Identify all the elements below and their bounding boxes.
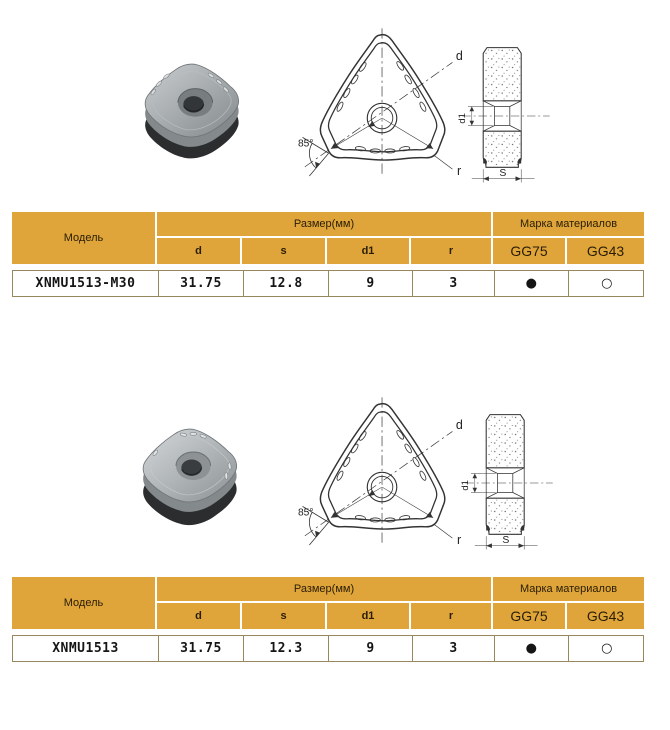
spec-table: Модель Размер(мм) Марка материалов d s d…: [12, 212, 644, 297]
bore-section-lines: [482, 100, 522, 132]
spec-table-header: Модель Размер(мм) Марка материалов d s d…: [12, 577, 644, 629]
header-col-gg75: GG75: [493, 603, 567, 629]
d1-label: d1: [457, 113, 468, 124]
chip-breaker-dimples: [336, 61, 427, 154]
front-view-drawing: d r 85°: [298, 28, 463, 178]
s-label: S: [499, 168, 506, 179]
header-size: Размер(мм): [157, 212, 493, 238]
header-brand: Марка материалов: [493, 212, 644, 238]
product-section-2: d r 85°: [0, 365, 670, 730]
header-col-r: r: [411, 603, 493, 629]
header-col-gg43: GG43: [567, 238, 644, 264]
cell-d1: 9: [328, 636, 412, 661]
cell-model: XNMU1513: [52, 641, 119, 656]
r-label: r: [457, 533, 461, 547]
bottom-block: [485, 497, 525, 535]
cell-model: XNMU1513-M30: [35, 276, 136, 291]
r-leader-line: [434, 524, 453, 539]
insert-edge-line: [152, 70, 232, 131]
table-row: XNMU1513-M30 31.75 12.8 9 3 ● ○: [12, 270, 644, 297]
header-col-gg43: GG43: [567, 603, 644, 629]
header-col-d: d: [157, 603, 242, 629]
header-model: Модель: [12, 577, 157, 629]
header-col-s: s: [242, 603, 327, 629]
top-block: [485, 414, 525, 469]
insert-photo: [144, 63, 240, 159]
cell-gg75-filled-dot: ●: [494, 271, 568, 296]
header-col-s: s: [242, 238, 327, 264]
cell-s: 12.3: [243, 636, 328, 661]
cell-gg75-filled-dot: ●: [494, 636, 568, 661]
bottom-block: [482, 130, 522, 168]
side-view-drawing: d1 S: [457, 47, 550, 183]
table-row: XNMU1513 31.75 12.3 9 3 ● ○: [12, 635, 644, 662]
header-col-gg75: GG75: [493, 238, 567, 264]
spec-table: Модель Размер(мм) Марка материалов d s d…: [12, 577, 644, 662]
r-label: r: [457, 164, 461, 178]
s-label: S: [502, 535, 509, 546]
cell-gg43-open-dot: ○: [568, 271, 645, 296]
cell-d1: 9: [328, 271, 412, 296]
cell-gg43-open-dot: ○: [568, 636, 645, 661]
front-view-drawing: d r 85°: [298, 397, 463, 547]
cell-d: 31.75: [158, 271, 243, 296]
insert-hole: [175, 451, 212, 481]
header-col-d1: d1: [327, 603, 411, 629]
d-label: d: [456, 49, 463, 63]
cell-r: 3: [412, 636, 494, 661]
s-dimension: [471, 169, 535, 183]
arrowheads: [469, 106, 522, 181]
insert-hole: [177, 88, 214, 117]
angle-label: 85°: [298, 507, 313, 518]
d1-label: d1: [460, 480, 471, 491]
d-label: d: [456, 418, 463, 432]
arrowheads: [472, 473, 525, 548]
top-block: [482, 47, 522, 102]
header-col-d1: d1: [327, 238, 411, 264]
product-section-1: d r 85°: [12, 28, 644, 297]
arrowheads: [315, 489, 434, 538]
cell-d: 31.75: [158, 636, 243, 661]
header-col-r: r: [411, 238, 493, 264]
cell-r: 3: [412, 271, 494, 296]
chip-breaker-dimples: [150, 72, 229, 96]
header-col-d: d: [157, 238, 242, 264]
center-lines: [304, 28, 453, 174]
insert-photo: [142, 428, 238, 526]
header-size: Размер(мм): [157, 577, 493, 603]
header-brand: Марка материалов: [493, 577, 644, 603]
insert-edge-line: [150, 435, 230, 496]
header-model: Модель: [12, 212, 157, 264]
r-leader-line: [434, 155, 453, 170]
angle-label: 85°: [298, 138, 313, 149]
s-dimension: [474, 536, 538, 550]
spec-table-header: Модель Размер(мм) Марка материалов d s d…: [12, 212, 644, 264]
chip-breaker-dimples: [152, 432, 232, 480]
arrowheads: [315, 120, 434, 169]
chip-breaker-dimples: [336, 430, 427, 523]
side-view-drawing: d1 S: [460, 414, 553, 550]
center-lines: [304, 397, 453, 543]
cell-s: 12.8: [243, 271, 328, 296]
